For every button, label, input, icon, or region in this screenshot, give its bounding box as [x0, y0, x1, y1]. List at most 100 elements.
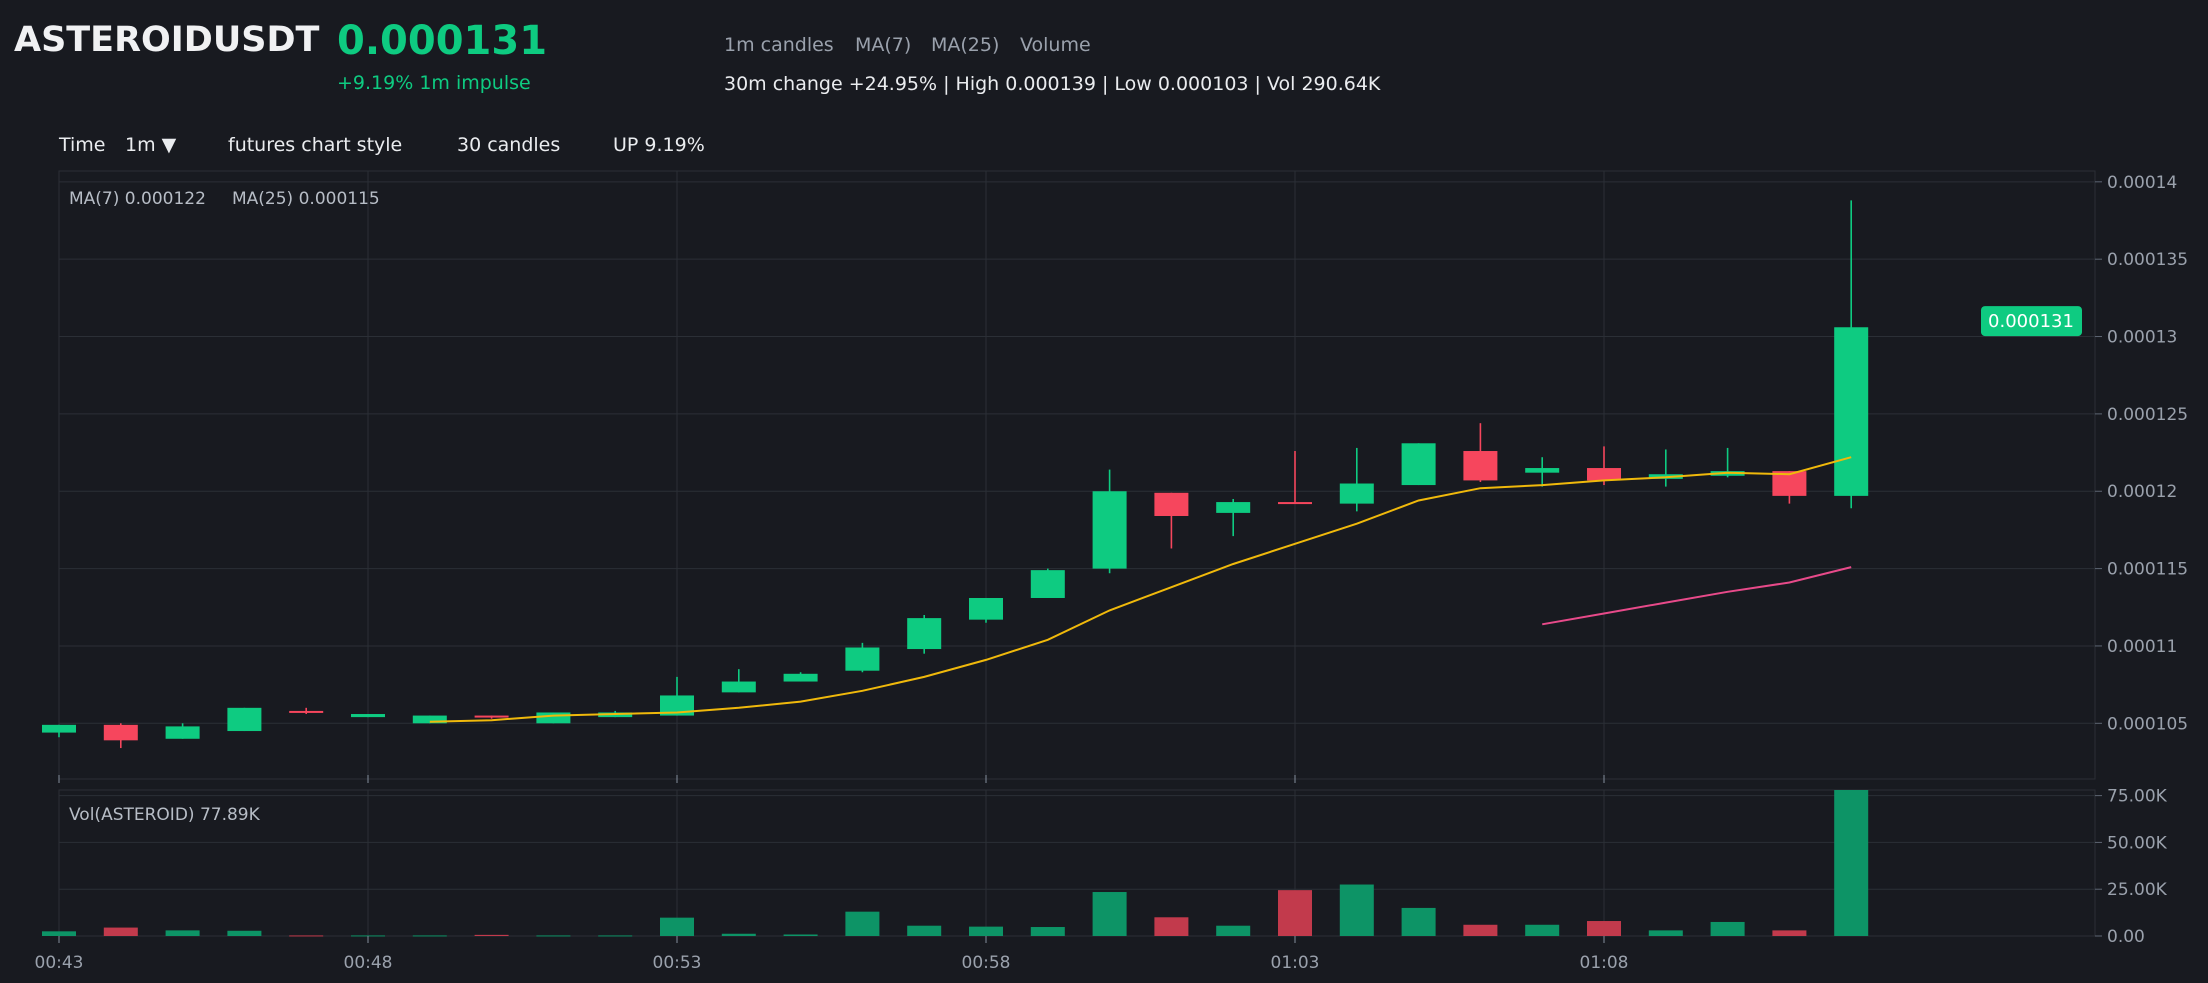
candle-body: [1401, 443, 1436, 486]
candle[interactable]: [907, 615, 942, 654]
candle[interactable]: [660, 676, 694, 716]
candle[interactable]: [289, 707, 324, 715]
last-price-tag-label: 0.000131: [1988, 311, 2074, 332]
candle[interactable]: [412, 715, 447, 724]
candle[interactable]: [474, 715, 509, 719]
volume-bar[interactable]: [1463, 924, 1498, 936]
candle-body: [1463, 451, 1498, 481]
volume-tick-label: 75.00K: [2107, 787, 2168, 807]
candle[interactable]: [1463, 423, 1498, 482]
candle[interactable]: [783, 672, 818, 682]
volume-bar[interactable]: [536, 935, 571, 937]
volume-bar[interactable]: [1339, 884, 1374, 936]
interval-dropdown[interactable]: 1m ▼: [125, 134, 177, 156]
symbol-title: ASTEROIDUSDT: [14, 20, 320, 60]
indicator-volume[interactable]: Volume: [1020, 34, 1091, 56]
time-tick-label: 01:03: [1271, 953, 1320, 973]
volume-bar[interactable]: [227, 930, 262, 936]
volume-bar[interactable]: [289, 935, 324, 937]
indicator-candles[interactable]: 1m candles: [724, 34, 834, 56]
volume-bar[interactable]: [845, 911, 880, 936]
volume-tick-label: 0.00: [2107, 927, 2145, 947]
volume-bar[interactable]: [474, 934, 509, 936]
last-price-tag: 0.000131: [1981, 306, 2082, 337]
volume-bar[interactable]: [783, 934, 818, 936]
volume-bar[interactable]: [103, 927, 138, 936]
legend-ma25: MA(25) 0.000115: [232, 189, 380, 209]
candle-body: [103, 724, 138, 741]
volume-bar[interactable]: [660, 917, 694, 936]
price-tick-label: 0.000115: [2107, 560, 2188, 580]
volume-bar[interactable]: [1030, 927, 1065, 936]
candle[interactable]: [721, 669, 756, 693]
volume-bar[interactable]: [721, 933, 756, 936]
price-tick-label: 0.00014: [2107, 173, 2177, 193]
candle-body: [227, 707, 262, 732]
direction-badge: UP 9.19%: [613, 134, 705, 156]
candle-body: [474, 715, 509, 718]
candle-body: [165, 726, 200, 739]
candle[interactable]: [1278, 451, 1312, 505]
candle[interactable]: [1339, 447, 1374, 512]
session-stats: 30m change +24.95% | High 0.000139 | Low…: [724, 73, 1381, 95]
volume-bar[interactable]: [1772, 930, 1807, 936]
candle-body: [660, 695, 694, 716]
volume-bar[interactable]: [42, 931, 76, 936]
candle-body: [1278, 502, 1312, 505]
volume-bar[interactable]: [1587, 921, 1621, 936]
candle[interactable]: [1648, 449, 1683, 487]
candle[interactable]: [1401, 443, 1436, 486]
candle[interactable]: [1092, 469, 1127, 574]
price-pane-border: [58, 170, 2096, 780]
ma7-line: [429, 456, 1852, 723]
candle[interactable]: [351, 714, 385, 718]
price-tick-label: 0.000135: [2107, 250, 2188, 270]
candle[interactable]: [1834, 200, 1869, 509]
price-tick-label: 0.00011: [2107, 637, 2177, 657]
volume-pane-border: [58, 789, 2096, 937]
last-price: 0.000131: [337, 18, 548, 64]
candle-body: [845, 647, 880, 671]
volume-bar[interactable]: [1154, 917, 1189, 936]
price-tick-label: 0.000125: [2107, 405, 2188, 425]
candle[interactable]: [1587, 446, 1621, 486]
volume-bar[interactable]: [598, 935, 633, 937]
candle[interactable]: [969, 597, 1003, 623]
impulse-change: +9.19% 1m impulse: [337, 72, 531, 94]
volume-bar[interactable]: [1710, 921, 1745, 936]
volume-bar[interactable]: [1278, 890, 1312, 936]
volume-bar[interactable]: [1525, 924, 1560, 936]
volume-bar[interactable]: [907, 925, 942, 936]
price-tick-label: 0.00012: [2107, 482, 2177, 502]
candle[interactable]: [1030, 568, 1065, 598]
candle-body: [42, 724, 76, 733]
candle[interactable]: [42, 724, 76, 738]
volume-bar[interactable]: [1834, 790, 1869, 936]
candle[interactable]: [103, 723, 138, 749]
volume-bar[interactable]: [412, 935, 447, 937]
chart-style-button[interactable]: futures chart style: [228, 134, 403, 156]
indicator-ma25[interactable]: MA(25): [931, 34, 1000, 56]
volume-bar[interactable]: [351, 935, 385, 937]
ma25-line: [1542, 566, 1852, 626]
candle[interactable]: [1772, 471, 1807, 504]
candle[interactable]: [165, 723, 200, 739]
time-tick-label: 00:43: [35, 953, 84, 973]
indicator-ma7[interactable]: MA(7): [855, 34, 912, 56]
candle[interactable]: [1525, 457, 1560, 487]
candle[interactable]: [1154, 492, 1189, 549]
time-tick-label: 00:48: [344, 953, 393, 973]
candle[interactable]: [1216, 498, 1251, 537]
volume-bar[interactable]: [1401, 907, 1436, 936]
volume-bar[interactable]: [1648, 930, 1683, 936]
volume-bar[interactable]: [1216, 925, 1251, 936]
candle[interactable]: [845, 642, 880, 673]
volume-bar[interactable]: [165, 930, 200, 936]
candle[interactable]: [227, 707, 262, 732]
candle-count: 30 candles: [457, 134, 561, 156]
candle[interactable]: [536, 712, 571, 724]
volume-bar[interactable]: [969, 926, 1003, 936]
candle-body: [1587, 468, 1621, 481]
volume-bar[interactable]: [1092, 892, 1127, 936]
